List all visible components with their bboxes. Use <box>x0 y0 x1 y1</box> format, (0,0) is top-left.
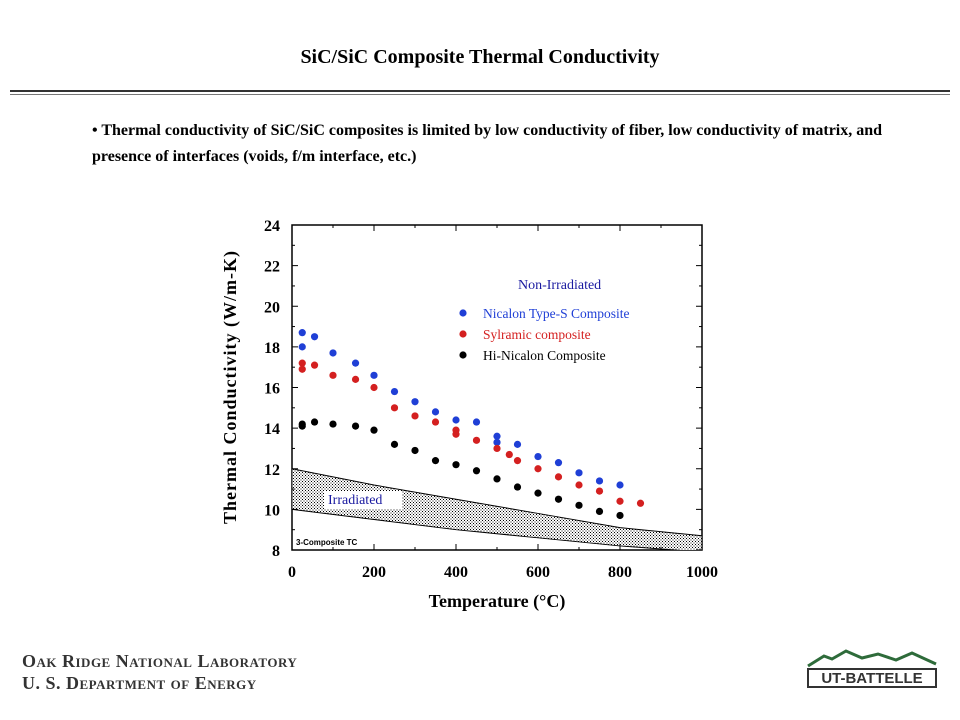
legend-title: Non-Irradiated <box>518 278 601 293</box>
mountain-icon <box>807 649 937 668</box>
data-point <box>370 371 378 379</box>
band-label-box <box>324 491 402 509</box>
data-point <box>595 487 604 495</box>
data-point <box>616 481 624 489</box>
data-point <box>411 412 419 420</box>
y-tick-label: 22 <box>264 259 280 276</box>
x-tick-label: 400 <box>444 564 468 581</box>
legend-entry: Sylramic composite <box>483 327 591 342</box>
thermal-conductivity-chart: 0 200 400 600 800 1000 8 10 12 14 16 18 20 22 24 Non-I… <box>220 218 718 612</box>
data-point <box>390 440 399 448</box>
y-tick-label: 16 <box>264 381 280 398</box>
lab-footer: Oak Ridge National Laboratory U. S. Depa… <box>22 650 297 694</box>
data-point <box>298 422 306 430</box>
y-axis-label: Thermal Conductivity (W/m-K) <box>220 250 241 524</box>
data-point <box>575 501 583 509</box>
data-point <box>554 459 563 467</box>
data-point <box>329 420 337 428</box>
x-tick-label: 800 <box>608 564 632 581</box>
data-point <box>310 418 319 426</box>
data-point <box>298 343 306 351</box>
data-point <box>505 450 513 459</box>
x-axis-label: Temperature (°C) <box>429 591 566 612</box>
x-tick-label: 200 <box>362 564 386 581</box>
band-label: Irradiated <box>328 493 382 508</box>
data-point <box>351 422 360 430</box>
data-point <box>616 497 624 505</box>
data-point <box>431 418 440 426</box>
data-point <box>452 461 460 469</box>
data-point <box>329 371 337 379</box>
data-point <box>513 440 522 448</box>
x-tick-label: 600 <box>526 564 550 581</box>
data-point <box>310 333 319 341</box>
data-point <box>431 457 440 465</box>
data-point <box>390 387 399 396</box>
data-point <box>298 365 306 373</box>
data-point <box>472 418 481 426</box>
y-tick-label: 12 <box>264 462 280 479</box>
data-point <box>472 467 481 475</box>
data-point <box>534 452 542 461</box>
logo-text: UT-BATTELLE <box>821 670 922 687</box>
data-point <box>329 349 337 357</box>
data-point <box>493 475 501 483</box>
y-tick-label: 8 <box>272 543 280 560</box>
data-point <box>431 408 440 416</box>
annotation-box <box>294 537 372 549</box>
data-point <box>636 499 645 507</box>
data-point <box>351 359 360 367</box>
data-point <box>298 359 306 367</box>
data-point <box>411 398 419 406</box>
data-point <box>390 404 399 412</box>
data-point <box>554 495 563 503</box>
data-point <box>452 416 460 424</box>
data-point <box>351 375 360 383</box>
data-point <box>310 361 319 369</box>
data-point <box>513 457 522 465</box>
slide-title: SiC/SiC Composite Thermal Conductivity <box>300 46 660 68</box>
data-point <box>575 469 583 477</box>
data-point <box>493 438 501 446</box>
legend-marker <box>459 351 467 359</box>
title-divider <box>10 90 950 92</box>
ut-battelle-logo: UT-BATTELLE <box>807 649 937 688</box>
data-point <box>452 430 460 438</box>
legend-marker <box>459 309 467 317</box>
data-point <box>595 507 604 516</box>
data-point <box>411 446 419 455</box>
data-point <box>472 436 481 444</box>
data-point <box>534 465 542 473</box>
data-point <box>370 426 378 434</box>
y-tick-label: 20 <box>264 299 280 316</box>
x-tick-label: 0 <box>288 564 296 581</box>
data-point <box>595 477 604 485</box>
legend-entry: Hi-Nicalon Composite <box>483 348 606 363</box>
data-point <box>616 511 624 520</box>
data-point <box>493 432 501 440</box>
y-tick-label: 24 <box>264 218 280 235</box>
data-point <box>298 329 306 337</box>
y-tick-label: 10 <box>264 502 280 519</box>
title-divider-thin <box>10 94 950 95</box>
department-name: U. S. Department of Energy <box>22 673 257 693</box>
x-tick-label: 1000 <box>686 564 718 581</box>
lab-name: Oak Ridge National Laboratory <box>22 651 298 671</box>
data-point <box>554 473 563 481</box>
data-point <box>370 383 378 392</box>
y-tick-label: 18 <box>264 340 280 357</box>
legend-marker <box>459 330 467 338</box>
irradiated-band <box>292 468 702 550</box>
data-point <box>534 489 542 497</box>
data-point <box>493 444 501 453</box>
data-point <box>575 481 583 489</box>
annotation-label: 3-Composite TC <box>296 538 358 547</box>
bullet-text: • Thermal conductivity of SiC/SiC compos… <box>92 122 883 165</box>
data-point <box>513 483 522 491</box>
legend-entry: Nicalon Type-S Composite <box>483 306 630 321</box>
y-tick-label: 14 <box>264 421 280 438</box>
